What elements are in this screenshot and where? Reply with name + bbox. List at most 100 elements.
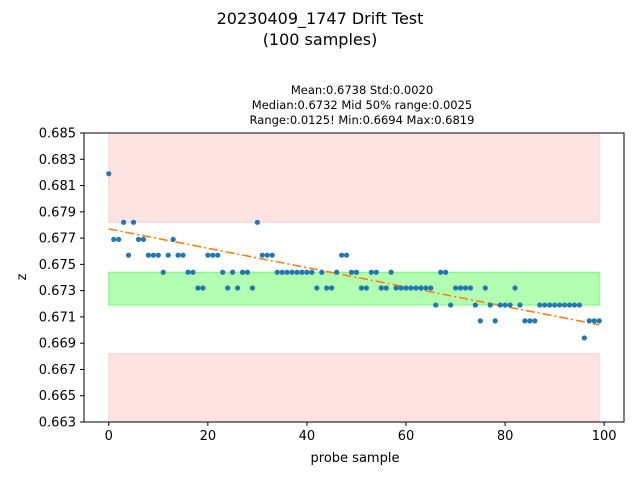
data-point [353, 269, 360, 275]
stats-line-median-mid50: Median:0.6732 Mid 50% range:0.0025 [252, 98, 472, 112]
data-point [388, 269, 394, 275]
data-point [462, 285, 469, 291]
data-point [448, 302, 454, 308]
y-tick-label: 0.673 [39, 284, 76, 299]
data-point [309, 269, 315, 275]
chart-subtitle: (100 samples) [263, 30, 378, 49]
data-point [517, 302, 523, 308]
data-point [195, 285, 201, 291]
data-point [289, 269, 295, 275]
data-point [487, 302, 493, 308]
data-point [205, 252, 211, 258]
data-point [334, 269, 340, 275]
data-point [279, 269, 285, 275]
data-point [200, 285, 206, 291]
stats-line-mean-std: Mean:0.6738 Std:0.0020 [291, 83, 433, 97]
data-point [111, 236, 117, 243]
data-point [561, 302, 568, 308]
y-tick-label: 0.677 [39, 232, 76, 247]
data-point [363, 285, 369, 291]
data-point [492, 318, 498, 324]
data-point [185, 269, 191, 275]
x-tick-label: 20 [200, 429, 217, 444]
data-point [512, 285, 518, 291]
x-tick-label: 80 [497, 429, 514, 444]
y-tick-label: 0.685 [39, 127, 76, 142]
y-tick-label: 0.679 [39, 205, 76, 220]
data-point [596, 318, 602, 324]
data-point [116, 236, 122, 243]
y-tick-label: 0.665 [39, 389, 76, 404]
data-point [423, 285, 429, 291]
data-point [130, 219, 137, 225]
data-point [358, 285, 365, 291]
data-point [324, 285, 330, 291]
data-point [269, 252, 275, 258]
data-point [408, 285, 414, 291]
data-point [225, 285, 231, 291]
data-point [299, 269, 305, 275]
lower-limit-band [108, 353, 600, 423]
data-point [398, 285, 404, 291]
data-point [264, 252, 270, 258]
data-point [160, 269, 166, 275]
data-point [433, 302, 439, 308]
data-point [234, 285, 241, 291]
y-tick-label: 0.675 [39, 258, 76, 273]
data-point [378, 285, 384, 291]
data-point [210, 252, 216, 258]
data-point [547, 302, 553, 308]
data-point [259, 252, 265, 258]
data-point [348, 269, 355, 275]
target-band [108, 271, 600, 306]
x-tick-label: 60 [398, 429, 415, 444]
data-point [497, 302, 503, 308]
data-point [477, 318, 483, 324]
data-point [294, 269, 300, 275]
data-point [106, 171, 112, 177]
x-tick-label: 40 [299, 429, 316, 444]
data-point [571, 302, 578, 308]
data-point [343, 252, 350, 258]
data-point [581, 335, 587, 341]
data-point [254, 219, 260, 225]
data-point [190, 269, 196, 275]
data-point [373, 269, 379, 275]
data-point [428, 285, 434, 291]
data-point [413, 285, 419, 291]
data-point [566, 302, 573, 308]
data-point [150, 252, 156, 258]
y-tick-label: 0.681 [39, 179, 76, 194]
x-axis-ticks: 0 20 40 60 80 100 [105, 422, 617, 444]
upper-limit-band [108, 132, 600, 223]
y-axis-label: z [15, 273, 30, 280]
data-point [135, 236, 142, 243]
data-point [507, 302, 513, 308]
data-point [145, 252, 152, 258]
data-point [532, 318, 538, 324]
data-point [472, 302, 478, 308]
data-point [522, 318, 528, 324]
data-point [215, 252, 221, 258]
x-tick-label: 100 [592, 429, 617, 444]
data-point [314, 285, 320, 291]
y-tick-label: 0.663 [39, 416, 76, 431]
data-point [230, 269, 236, 275]
data-point [482, 285, 488, 291]
data-point [576, 302, 583, 308]
data-point [502, 302, 508, 308]
y-tick-label: 0.669 [39, 337, 76, 352]
data-point [284, 269, 290, 275]
data-point [175, 252, 181, 258]
y-tick-label: 0.671 [39, 310, 76, 325]
data-point [368, 269, 374, 275]
data-point [527, 318, 533, 324]
data-point [274, 269, 280, 275]
data-point [383, 285, 389, 291]
chart-title: 20230409_1747 Drift Test [217, 9, 424, 29]
data-point [542, 302, 548, 308]
trend-line-layer [108, 228, 600, 326]
data-point [393, 285, 399, 291]
plot-frame [83, 132, 625, 423]
